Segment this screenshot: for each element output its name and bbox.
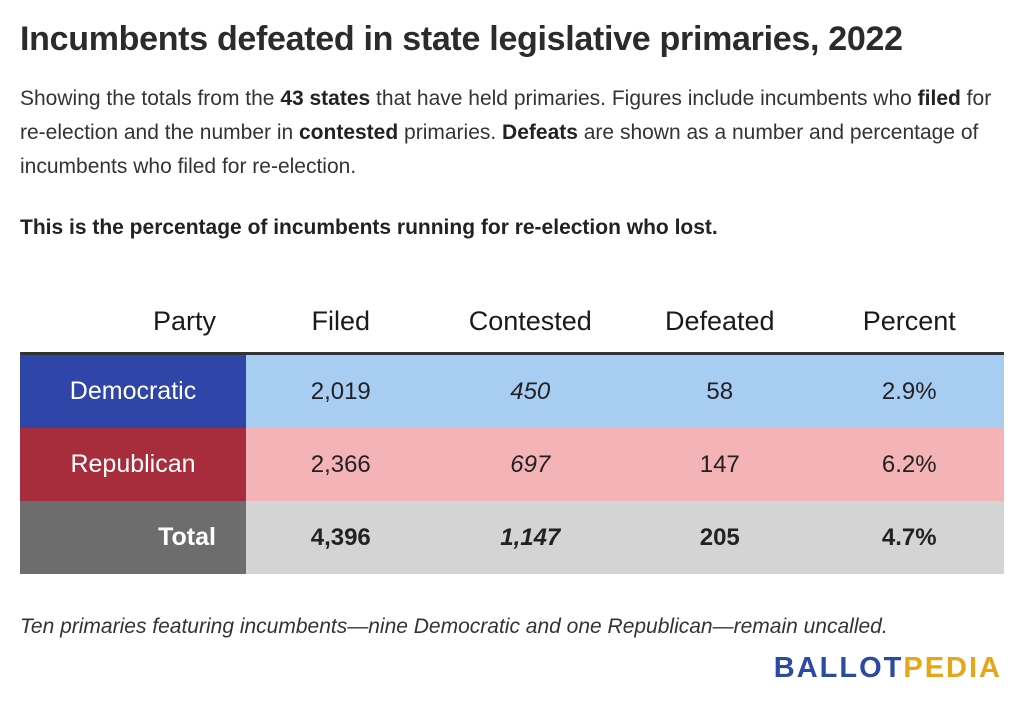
cell-defeated: 147 [625,428,815,501]
column-header-percent: Percent [814,290,1004,355]
column-header-defeated: Defeated [625,290,815,355]
column-header-contested: Contested [435,290,625,355]
results-table: Party Filed Contested Defeated Percent D… [20,290,1004,574]
description-text: primaries. [398,121,503,144]
description-text: that have held primaries. Figures includ… [370,87,918,110]
column-header-filed: Filed [246,290,436,355]
chart-title: Incumbents defeated in state legislative… [20,20,903,58]
table-row-total: Total 4,396 1,147 205 4.7% [20,501,1004,574]
description-text: for re-election and the number in [20,87,992,144]
cell-percent: 4.7% [814,501,1004,574]
column-header-party: Party [20,290,246,355]
description-text: are shown as a number and percentage of … [20,121,979,178]
logo-text-ballot: BALLOT [773,652,904,684]
table-header-row: Party Filed Contested Defeated Percent [20,290,1004,355]
party-label-republican: Republican [20,428,246,501]
cell-filed: 2,019 [246,353,436,428]
logo-text-pedia: PEDIA [903,652,1002,684]
party-label-democratic: Democratic [20,353,246,428]
table-row-republican: Republican 2,366 697 147 6.2% [20,428,1004,501]
cell-contested: 450 [435,353,625,428]
cell-defeated: 205 [625,501,815,574]
cell-contested: 1,147 [435,501,625,574]
description-bold-states: 43 states [280,87,371,110]
ballotpedia-logo: BALLOTPEDIA [774,652,1002,685]
description-bold-contested: contested [299,121,399,144]
cell-percent: 6.2% [814,428,1004,501]
cell-filed: 2,366 [246,428,436,501]
chart-subtitle: This is the percentage of incumbents run… [20,216,718,239]
cell-filed: 4,396 [246,501,436,574]
cell-contested: 697 [435,428,625,501]
table-row-democratic: Democratic 2,019 450 58 2.9% [20,353,1004,428]
cell-percent: 2.9% [814,353,1004,428]
description-bold-defeats: Defeats [502,121,578,144]
cell-defeated: 58 [625,353,815,428]
footnote: Ten primaries featuring incumbents—nine … [20,615,888,638]
description-text: Showing the totals from the [20,87,281,110]
party-label-total: Total [20,501,246,574]
chart-description: Showing the totals from the 43 states th… [20,82,1000,184]
description-bold-filed: filed [917,87,961,110]
